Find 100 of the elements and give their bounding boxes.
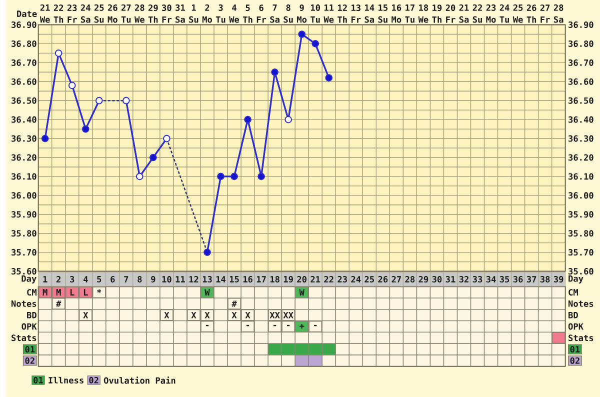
y2-tick-label: Stats	[568, 334, 594, 342]
x-tick-label: 3 Tu	[216, 4, 226, 23]
data-label: XX	[270, 312, 280, 318]
x-tick-label: 30	[432, 276, 442, 282]
x-tick-label: 16 Mo	[392, 4, 402, 23]
x-tick-label: 35	[500, 276, 510, 282]
x-tick-label: 12	[189, 276, 198, 282]
data-label: X	[204, 312, 210, 318]
data-label: L	[70, 289, 74, 296]
point	[122, 96, 130, 104]
y-tick-label: 35.80	[12, 230, 36, 237]
x-tick-label: 30 Fr	[162, 4, 172, 23]
x-tick-label: 36	[513, 276, 523, 282]
y2-tick-label: 36.20	[568, 154, 594, 161]
x-tick-label: 28	[405, 276, 415, 282]
point	[325, 74, 333, 82]
x-tick-label: 23 Fr	[67, 4, 77, 23]
y-tick-label: 35.60	[12, 268, 36, 275]
data-label: -	[314, 324, 317, 326]
y2-tick-label: 36.70	[568, 59, 594, 66]
data-label: -	[206, 324, 209, 326]
x-tick-label: 1 Su	[189, 4, 198, 23]
x-tick-label: 2	[56, 276, 60, 282]
x-tick-label: 22 Th	[54, 4, 64, 23]
x-tick-label: 12 Th	[338, 4, 347, 23]
data-label: X	[83, 312, 88, 318]
x-tick-label: 22	[324, 276, 334, 282]
point	[41, 134, 49, 142]
x-tick-label: 38	[540, 276, 550, 282]
x-tick-label: 31 Sa	[176, 4, 185, 23]
y-tick-label: CM	[27, 289, 36, 296]
x-tick-label: 19	[284, 276, 293, 282]
point	[230, 172, 238, 180]
point	[204, 248, 211, 256]
x-tick-label: 3	[70, 276, 74, 282]
x-tick-label: 13 Fr	[351, 4, 361, 23]
data-label: -	[287, 324, 290, 326]
x-tick-label: 24	[351, 276, 361, 282]
data-label: W	[204, 289, 210, 296]
y-tick-label: 36.70	[12, 59, 36, 66]
legend-label: Illness	[48, 376, 84, 384]
x-tick-label: 5 Th	[242, 4, 252, 23]
y-tick-label: Notes	[12, 300, 36, 307]
x-tick-label: 17	[256, 276, 266, 282]
x-tick-label: 21	[310, 276, 320, 282]
y-tick-label: 36.80	[12, 40, 36, 47]
data-label: M	[42, 289, 48, 296]
point	[271, 68, 278, 76]
y-tick-label: OPK	[22, 323, 37, 330]
y-tick-label: 36.50	[12, 97, 36, 104]
y-tick-label: 36.40	[12, 116, 36, 123]
y-tick-label: Stats	[12, 334, 36, 342]
y-tick-label: 36.60	[12, 78, 36, 85]
x-tick-label: 20	[297, 276, 306, 282]
y2-tick-label: 36.60	[568, 78, 594, 85]
x-tick-label: 7	[124, 276, 128, 282]
y-tick-label: 36.30	[12, 135, 36, 142]
x-tick-label: 2 Mo	[202, 4, 212, 23]
x-tick-label: 14 Sa	[364, 4, 374, 23]
data-label: W	[299, 289, 304, 296]
x-tick-label: 28 We	[134, 4, 144, 23]
x-tick-label: 21 We	[40, 4, 50, 23]
point	[163, 134, 170, 142]
y2-tick-label: BD	[568, 312, 578, 318]
point	[244, 116, 252, 124]
y2-tick-label: 36.30	[568, 135, 594, 142]
x-tick-label: 24 Sa	[80, 4, 90, 23]
point	[298, 30, 306, 38]
y-tick-label: 36.00	[12, 192, 36, 199]
point	[312, 40, 320, 48]
x-tick-label: 9 Mo	[297, 4, 307, 23]
x-tick-label: 6	[110, 276, 115, 282]
category-label: 01	[34, 376, 44, 384]
x-tick-label: 9	[151, 276, 156, 282]
point	[258, 172, 265, 180]
y-tick-label: 02	[25, 357, 34, 364]
x-tick-label: 18	[270, 276, 280, 282]
point	[68, 82, 76, 90]
x-tick-label: 15	[230, 276, 239, 282]
category-label: 02	[89, 376, 98, 384]
y-tick-label: BD	[27, 312, 36, 318]
data-label: *	[97, 289, 102, 294]
x-tick-label: 31	[446, 276, 456, 282]
x-tick-label: 29	[418, 276, 428, 283]
data-label: XX	[283, 312, 294, 318]
y2-tick-label: CM	[568, 289, 578, 296]
y2-tick-label: 02	[570, 357, 580, 364]
y2-tick-label: 36.50	[568, 97, 594, 104]
x-tick-label: 4	[83, 276, 88, 282]
point	[95, 96, 103, 104]
data-label: +	[300, 324, 304, 329]
x-tick-label: 18 We	[418, 4, 428, 23]
x-tick-label: 26 Mo	[108, 4, 118, 23]
x-tick-label: 23 Mo	[486, 4, 496, 23]
y-tick-label: 36.90	[12, 21, 36, 28]
x-tick-label: 39	[554, 276, 564, 283]
x-tick-label: 25 Su	[94, 4, 104, 23]
y2-tick-label: 36.80	[568, 40, 594, 47]
data-label: M	[56, 289, 61, 296]
x-tick-label: 8 Su	[284, 4, 293, 23]
